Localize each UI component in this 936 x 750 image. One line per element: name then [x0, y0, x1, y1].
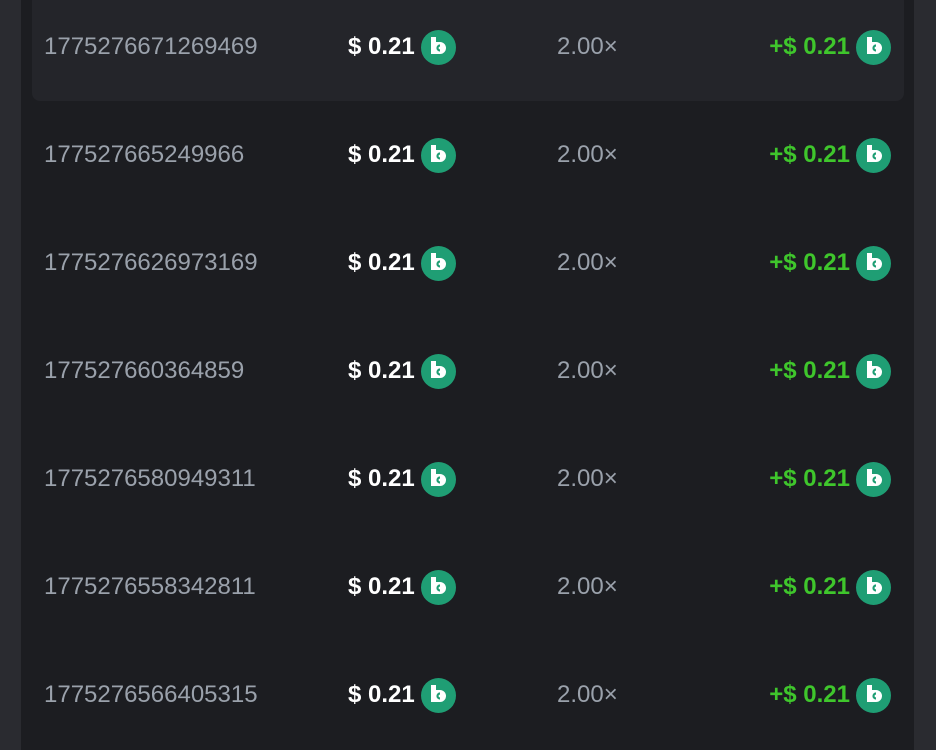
bet-amount-value: $ 0.21: [348, 33, 415, 60]
payout-value: +$ 0.21: [769, 357, 850, 384]
bet-amount-value: $ 0.21: [348, 465, 415, 492]
bet-row[interactable]: 1775276580949311 $ 0.21 2.00× +$ 0.21: [32, 425, 904, 533]
payout: +$ 0.21: [769, 461, 891, 497]
bet-amount-value: $ 0.21: [348, 357, 415, 384]
payout-value: +$ 0.21: [769, 573, 850, 600]
bet-amount-value: $ 0.21: [348, 573, 415, 600]
bets-panel: 1775276671269469 $ 0.21 2.00× +$ 0.21 17…: [21, 0, 914, 750]
bc-coin-icon: [420, 677, 456, 713]
bet-amount: $ 0.21: [348, 137, 456, 173]
bet-amount: $ 0.21: [348, 29, 456, 65]
payout: +$ 0.21: [769, 29, 891, 65]
bet-amount: $ 0.21: [348, 569, 456, 605]
bet-amount: $ 0.21: [348, 677, 456, 713]
bc-coin-icon: [420, 353, 456, 389]
bc-coin-icon: [420, 245, 456, 281]
payout-value: +$ 0.21: [769, 465, 850, 492]
bet-id: 1775276671269469: [44, 33, 258, 60]
payout-value: +$ 0.21: [769, 681, 850, 708]
multiplier: 2.00×: [557, 33, 618, 60]
bet-row[interactable]: 1775276566405315 $ 0.21 2.00× +$ 0.21: [32, 641, 904, 749]
bc-coin-icon: [856, 677, 891, 713]
payout: +$ 0.21: [769, 569, 891, 605]
bet-row[interactable]: 1775276558342811 $ 0.21 2.00× +$ 0.21: [32, 533, 904, 641]
payout: +$ 0.21: [769, 677, 891, 713]
multiplier: 2.00×: [557, 249, 618, 276]
bet-amount-value: $ 0.21: [348, 681, 415, 708]
payout: +$ 0.21: [769, 137, 891, 173]
bc-coin-icon: [420, 569, 456, 605]
bet-row[interactable]: 1775276671269469 $ 0.21 2.00× +$ 0.21: [32, 0, 904, 101]
bet-amount: $ 0.21: [348, 461, 456, 497]
bc-coin-icon: [856, 353, 891, 389]
payout-value: +$ 0.21: [769, 249, 850, 276]
multiplier: 2.00×: [557, 465, 618, 492]
bet-id: 177527665249966: [44, 141, 245, 168]
multiplier: 2.00×: [557, 573, 618, 600]
multiplier: 2.00×: [557, 141, 618, 168]
payout: +$ 0.21: [769, 245, 891, 281]
bc-coin-icon: [420, 29, 456, 65]
bc-coin-icon: [856, 245, 891, 281]
bc-coin-icon: [856, 461, 891, 497]
bet-id: 1775276580949311: [44, 465, 256, 492]
bet-id: 1775276558342811: [44, 573, 256, 600]
bet-amount-value: $ 0.21: [348, 249, 415, 276]
multiplier: 2.00×: [557, 357, 618, 384]
bc-coin-icon: [856, 137, 891, 173]
payout: +$ 0.21: [769, 353, 891, 389]
bc-coin-icon: [420, 137, 456, 173]
payout-value: +$ 0.21: [769, 33, 850, 60]
bet-row[interactable]: 1775276626973169 $ 0.21 2.00× +$ 0.21: [32, 209, 904, 317]
bet-id: 177527660364859: [44, 357, 245, 384]
payout-value: +$ 0.21: [769, 141, 850, 168]
multiplier: 2.00×: [557, 681, 618, 708]
bc-coin-icon: [856, 569, 891, 605]
bet-row[interactable]: 177527660364859 $ 0.21 2.00× +$ 0.21: [32, 317, 904, 425]
bets-list: 1775276671269469 $ 0.21 2.00× +$ 0.21 17…: [32, 0, 904, 749]
bet-amount: $ 0.21: [348, 353, 456, 389]
bc-coin-icon: [420, 461, 456, 497]
bet-id: 1775276626973169: [44, 249, 258, 276]
bet-row[interactable]: 177527665249966 $ 0.21 2.00× +$ 0.21: [32, 101, 904, 209]
bet-amount-value: $ 0.21: [348, 141, 415, 168]
bet-id: 1775276566405315: [44, 681, 258, 708]
bet-amount: $ 0.21: [348, 245, 456, 281]
bc-coin-icon: [856, 29, 891, 65]
